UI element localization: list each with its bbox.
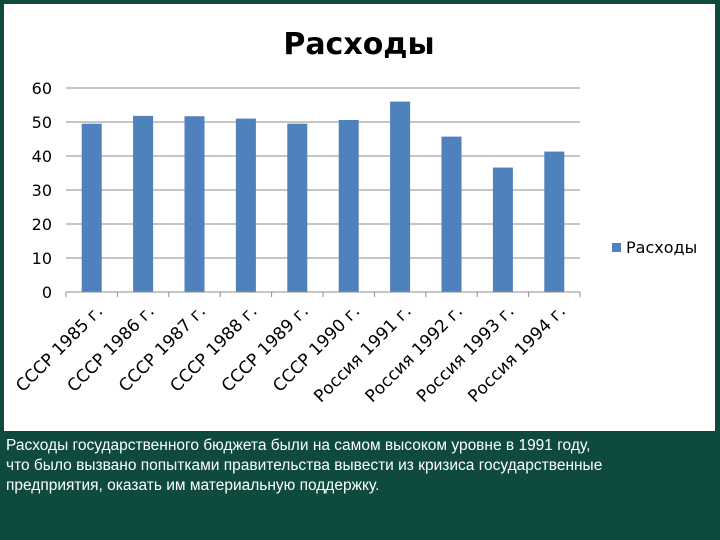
bar: [184, 116, 205, 292]
chart-title: Расходы: [283, 27, 434, 62]
y-tick-label: 60: [32, 79, 52, 98]
y-tick-label: 0: [42, 283, 52, 302]
bar: [492, 167, 513, 292]
caption-line: Расходы государственного бюджета были на…: [6, 437, 591, 454]
bar: [441, 136, 462, 292]
y-tick-label: 10: [32, 249, 52, 268]
caption-line: предприятия, оказать им материальную под…: [6, 477, 380, 494]
bar: [235, 118, 256, 292]
y-tick-label: 30: [32, 181, 52, 200]
y-tick-label: 20: [32, 215, 52, 234]
y-tick-label: 40: [32, 147, 52, 166]
x-tick-label: Россия 1994 г.: [464, 301, 569, 406]
caption-text: Расходы государственного бюджета были на…: [6, 436, 712, 496]
legend-swatch: [612, 243, 621, 252]
bar: [133, 115, 154, 292]
bar: [390, 101, 411, 292]
y-tick-label: 50: [32, 113, 52, 132]
legend: Расходы: [612, 238, 697, 257]
bar: [81, 123, 102, 292]
x-tick-label: СССР 1985 г.: [12, 301, 107, 396]
bar: [287, 123, 308, 292]
chart-panel: Расходы 0 10 20 30 40 50 60 СССР 1985 г. СССР 19…: [4, 4, 715, 431]
bar: [338, 119, 359, 293]
legend-label: Расходы: [626, 238, 697, 257]
caption-line: что было вызвано попытками правительства…: [6, 457, 603, 474]
bar: [544, 151, 565, 292]
